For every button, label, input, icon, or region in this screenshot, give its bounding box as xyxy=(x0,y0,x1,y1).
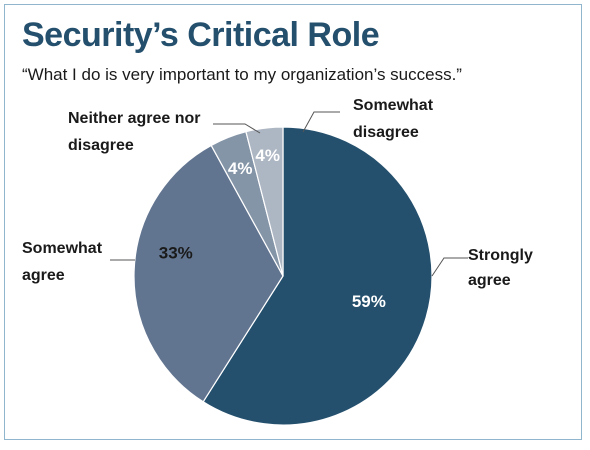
value-label-somewhat-agree: 33% xyxy=(159,244,193,263)
pie-slice-strongly-agree xyxy=(202,126,433,426)
category-label-strongly-agree-line-2: agree xyxy=(468,272,511,289)
category-label-somewhat-agree-line-1: Somewhat xyxy=(22,240,103,257)
category-label-neither-agree-nor-disagree-line-1: Neither agree nor xyxy=(68,110,200,127)
leader-line-strongly-agree xyxy=(431,257,468,277)
pie-slice-somewhat-disagree xyxy=(245,126,284,277)
category-label-somewhat-disagree-line-1: Somewhat xyxy=(353,97,434,114)
value-label-somewhat-disagree: 4% xyxy=(255,146,280,165)
category-label-somewhat-agree-line-2: agree xyxy=(22,267,65,284)
pie-slice-somewhat-agree xyxy=(133,144,284,403)
category-label-somewhat-disagree-line-2: disagree xyxy=(353,124,419,141)
category-label-strongly-agree-line-1: Strongly xyxy=(468,247,533,264)
chart-title: Security’s Critical Role xyxy=(22,16,380,54)
value-label-neither-agree-nor-disagree: 4% xyxy=(228,159,253,178)
category-label-neither-agree-nor-disagree-line-2: disagree xyxy=(68,137,134,154)
value-label-strongly-agree: 59% xyxy=(352,292,386,311)
chart-subtitle: “What I do is very important to my organ… xyxy=(22,65,462,84)
leader-line-neither-agree-nor-disagree xyxy=(213,123,261,134)
leader-line-somewhat-disagree xyxy=(302,111,340,133)
